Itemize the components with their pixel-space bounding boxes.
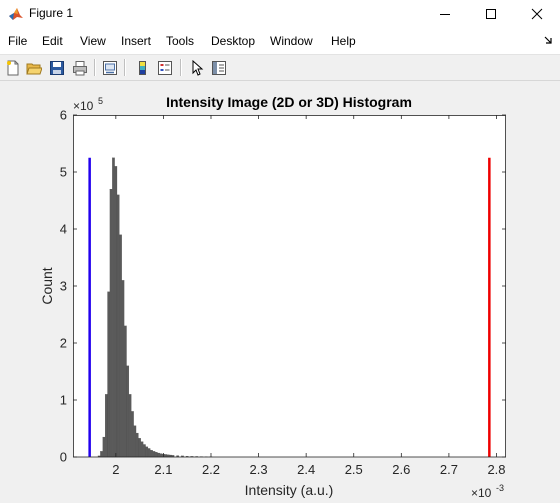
histogram-bar	[147, 448, 151, 458]
menu-window[interactable]: Window	[270, 34, 313, 48]
window-title: Figure 1	[29, 6, 74, 20]
histogram-bar	[152, 451, 156, 458]
histogram-bar	[121, 280, 125, 458]
histogram-bar	[116, 194, 120, 458]
dock-arrow-icon[interactable]	[544, 35, 554, 47]
menu-view[interactable]: View	[80, 34, 106, 48]
x-tick-label: 2.1	[154, 462, 172, 477]
x-exponent-power: -3	[496, 483, 504, 493]
x-tick-label: 2.3	[250, 462, 268, 477]
minimize-button[interactable]	[422, 0, 468, 28]
new-figure-button[interactable]	[3, 58, 22, 77]
y-tick-label: 2	[60, 336, 67, 351]
histogram-bar	[107, 291, 110, 458]
y-tick-label: 5	[60, 165, 67, 180]
x-tick-label: 2	[112, 462, 119, 477]
histogram-bar	[135, 432, 139, 458]
x-tick-label: 2.4	[297, 462, 315, 477]
histogram-bar	[143, 444, 146, 458]
open-file-icon	[25, 63, 42, 74]
limit-lines	[88, 157, 491, 457]
figure-canvas[interactable]: 2 2.1 2.2 2.3 2.4 2.5 2.6 2.7 2.8 0 1 2 3 4 5 6 Intens…	[0, 81, 560, 503]
x-tick-label: 2.5	[345, 462, 363, 477]
toolbar-separator	[180, 59, 182, 76]
y-axis-label: Count	[39, 267, 55, 304]
histogram-bar	[140, 441, 144, 458]
maximize-button[interactable]	[468, 0, 514, 28]
histogram-bar	[114, 166, 118, 458]
y-tick-label: 3	[60, 279, 67, 294]
histogram-bar	[157, 452, 160, 458]
toolbar-separator	[94, 59, 96, 76]
pointer-icon	[192, 59, 203, 76]
close-icon	[531, 8, 543, 20]
x-axis-label: Intensity (a.u.)	[245, 482, 334, 498]
toolbar-separator	[124, 59, 126, 76]
title-bar: Figure 1	[0, 0, 560, 28]
histogram-chart[interactable]: 2 2.1 2.2 2.3 2.4 2.5 2.6 2.7 2.8 0 1 2 3 4 5 6 Intens…	[0, 81, 560, 503]
minimize-icon	[440, 14, 450, 15]
link-plot-icon	[102, 60, 117, 75]
x-tick-label: 2.2	[202, 462, 220, 477]
insert-colorbar-button[interactable]	[132, 58, 151, 77]
menu-help[interactable]: Help	[331, 34, 356, 48]
x-tick-label: 2.6	[392, 462, 410, 477]
close-button[interactable]	[514, 0, 560, 28]
histogram-bar	[138, 438, 141, 458]
menu-insert[interactable]: Insert	[121, 34, 152, 48]
histogram-bar	[133, 425, 137, 458]
open-file-button[interactable]	[24, 58, 43, 77]
menu-tools[interactable]: Tools	[166, 34, 195, 48]
y-exponent-power: 5	[98, 96, 103, 106]
histogram-bar	[150, 450, 153, 458]
histogram-bar	[159, 453, 163, 458]
toolbar	[0, 55, 560, 81]
insert-legend-button[interactable]	[155, 58, 174, 77]
menu-edit[interactable]: Edit	[42, 34, 63, 48]
axes-background	[73, 115, 506, 457]
y-tick-label: 0	[60, 450, 67, 465]
histogram-bar	[145, 446, 149, 458]
print-icon	[72, 60, 87, 75]
y-tick-label: 1	[60, 393, 67, 408]
menu-bar: File Edit View Insert Tools Desktop Wind…	[0, 28, 560, 55]
menu-file[interactable]: File	[8, 34, 28, 48]
histogram-bar	[124, 325, 127, 458]
print-button[interactable]	[70, 58, 89, 77]
histogram-bar	[112, 157, 115, 458]
histogram-bar	[105, 394, 108, 458]
x-exponent-base: ×10	[471, 486, 492, 500]
x-tick-label: 2.7	[440, 462, 458, 477]
x-axis-ticks: 2 2.1 2.2 2.3 2.4 2.5 2.6 2.7 2.8	[112, 115, 506, 477]
pointer-button[interactable]	[187, 58, 206, 77]
matlab-logo-icon	[9, 8, 23, 20]
insert-legend-icon	[157, 60, 172, 75]
histogram-bar	[128, 394, 132, 458]
y-exponent-base: ×10	[73, 99, 94, 113]
insert-colorbar-icon	[138, 60, 146, 75]
histogram-bar	[119, 234, 122, 458]
histogram-bar	[102, 436, 106, 458]
histogram-bar	[100, 451, 103, 458]
menu-desktop[interactable]: Desktop	[211, 34, 256, 48]
y-tick-label: 4	[60, 222, 67, 237]
link-plot-button[interactable]	[100, 58, 119, 77]
chart-title: Intensity Image (2D or 3D) Histogram	[166, 94, 412, 110]
histogram-bars	[97, 157, 213, 458]
y-axis-ticks: 0 1 2 3 4 5 6	[60, 108, 506, 465]
histogram-bar	[126, 365, 130, 458]
histogram-bar	[109, 188, 113, 458]
save-button[interactable]	[47, 58, 66, 77]
x-tick-label: 2.8	[487, 462, 505, 477]
save-icon	[49, 60, 64, 75]
histogram-bar	[131, 411, 134, 458]
maximize-icon	[486, 9, 496, 19]
y-tick-label: 6	[60, 108, 67, 123]
new-figure-icon	[6, 60, 18, 75]
property-inspector-icon	[211, 60, 226, 75]
property-inspector-button[interactable]	[209, 58, 228, 77]
histogram-bar	[154, 452, 158, 458]
